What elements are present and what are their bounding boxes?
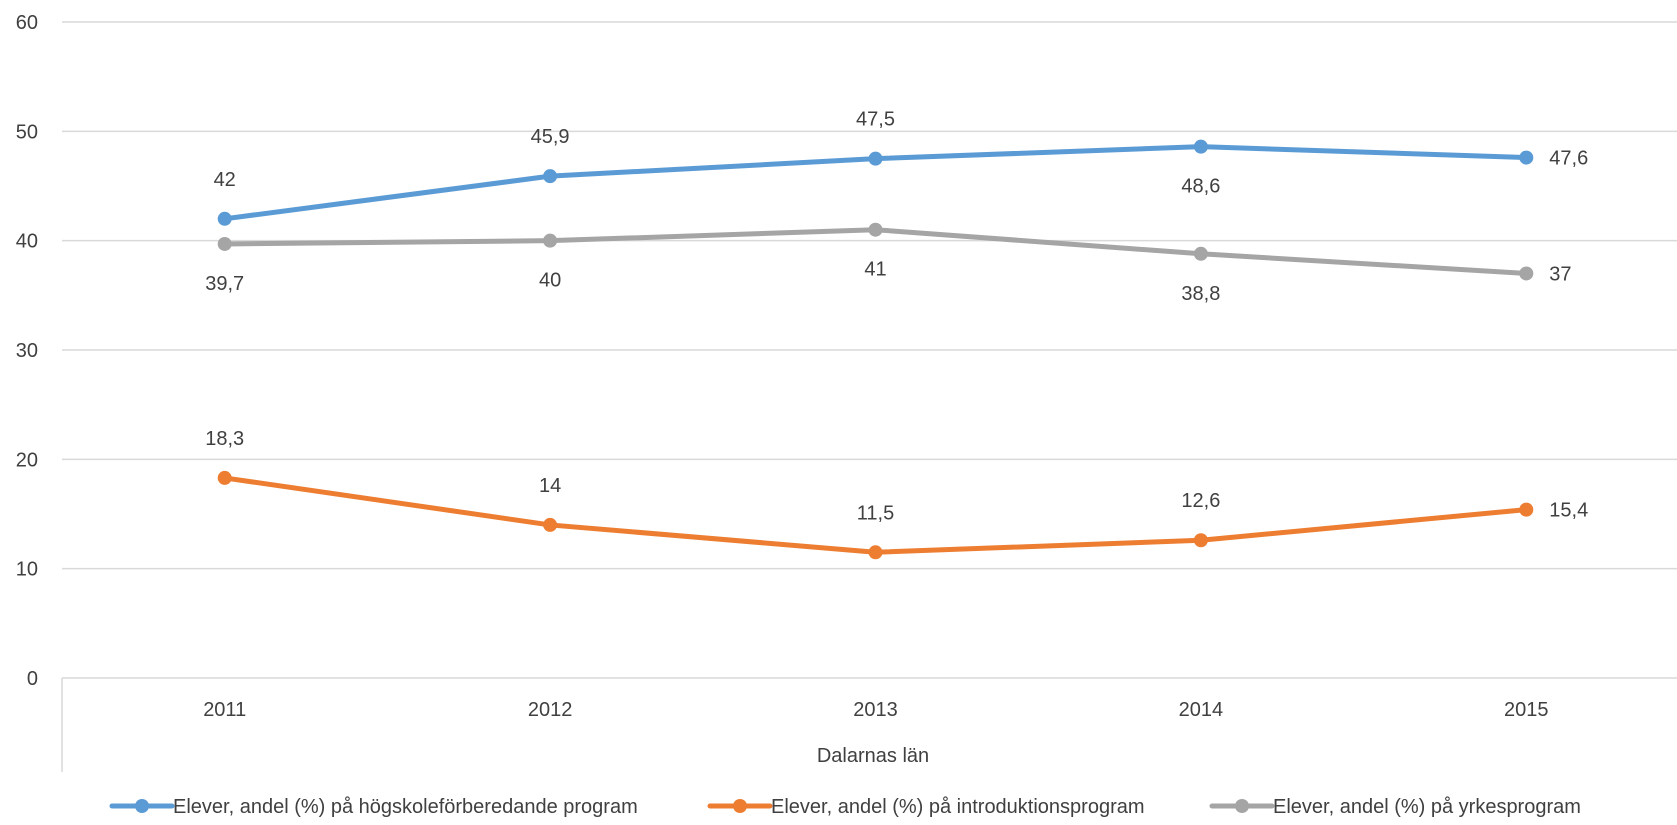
legend: Elever, andel (%) på högskoleförberedand…	[109, 796, 1581, 818]
data-label: 48,6	[1181, 176, 1220, 198]
data-point	[1193, 246, 1208, 261]
y-tick-label: 30	[16, 340, 38, 362]
data-point	[217, 211, 232, 226]
data-point	[1193, 533, 1208, 548]
x-tick-label: 2013	[853, 699, 898, 721]
legend-item: Elever, andel (%) på yrkesprogram	[1209, 796, 1581, 818]
data-point	[868, 545, 883, 560]
data-label: 14	[539, 475, 561, 497]
data-point	[1519, 150, 1534, 165]
data-label-layer: 42 45,9 47,5 48,6 47,6 18,3 14 11,5 12,6 15,4 39,7…	[205, 109, 1588, 525]
grid-layer	[62, 21, 1677, 570]
data-point	[217, 236, 232, 251]
series-group	[217, 139, 1534, 226]
data-point	[1193, 139, 1208, 154]
data-label: 47,6	[1549, 148, 1588, 170]
data-label: 18,3	[205, 428, 244, 450]
legend-label: Elever, andel (%) på yrkesprogram	[1273, 796, 1581, 818]
data-label: 45,9	[531, 126, 570, 148]
x-tick-label: 2014	[1179, 699, 1224, 721]
legend-item: Elever, andel (%) på högskoleförberedand…	[109, 796, 638, 818]
data-point	[543, 169, 558, 184]
y-tick-label: 20	[16, 449, 38, 471]
data-point	[217, 470, 232, 485]
data-label: 11,5	[857, 502, 894, 524]
legend-marker	[733, 799, 747, 813]
data-point	[543, 233, 558, 248]
data-label: 38,8	[1181, 283, 1220, 305]
series-group	[217, 222, 1534, 281]
y-tick-label: 60	[16, 12, 38, 34]
legend-marker	[1235, 799, 1249, 813]
legend-label: Elever, andel (%) på högskoleförberedand…	[173, 796, 638, 818]
y-tick-label: 10	[16, 559, 38, 581]
data-label: 12,6	[1181, 490, 1220, 512]
data-label: 42	[214, 169, 236, 191]
data-point	[868, 222, 883, 237]
data-point	[1519, 266, 1534, 281]
x-tick-label: 2011	[203, 699, 246, 721]
x-tick-label: 2015	[1504, 699, 1549, 721]
data-label: 47,5	[856, 109, 895, 131]
axis-layer: 0 10 20 30 40 50 60 2011 2012 2013 2014 2015	[16, 12, 1677, 772]
data-label: 41	[864, 259, 886, 281]
x-axis-title: Dalarnas län	[817, 745, 929, 767]
y-tick-label: 40	[16, 231, 38, 253]
legend-item: Elever, andel (%) på introduktionsprogra…	[707, 796, 1145, 818]
legend-marker	[135, 799, 149, 813]
y-tick-label: 50	[16, 121, 38, 143]
data-label: 39,7	[205, 273, 244, 295]
data-label: 15,4	[1549, 500, 1588, 522]
legend-label: Elever, andel (%) på introduktionsprogra…	[771, 796, 1145, 818]
data-label: 40	[539, 270, 561, 292]
data-point	[868, 151, 883, 166]
data-label: 37	[1549, 263, 1571, 285]
series-group	[217, 470, 1534, 560]
series-layer	[217, 139, 1534, 560]
data-point	[1519, 502, 1534, 517]
data-point	[543, 517, 558, 532]
x-tick-label: 2012	[528, 699, 573, 721]
y-tick-label: 0	[27, 668, 38, 690]
